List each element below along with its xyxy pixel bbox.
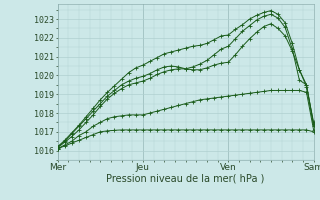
X-axis label: Pression niveau de la mer( hPa ): Pression niveau de la mer( hPa ) [107,174,265,184]
